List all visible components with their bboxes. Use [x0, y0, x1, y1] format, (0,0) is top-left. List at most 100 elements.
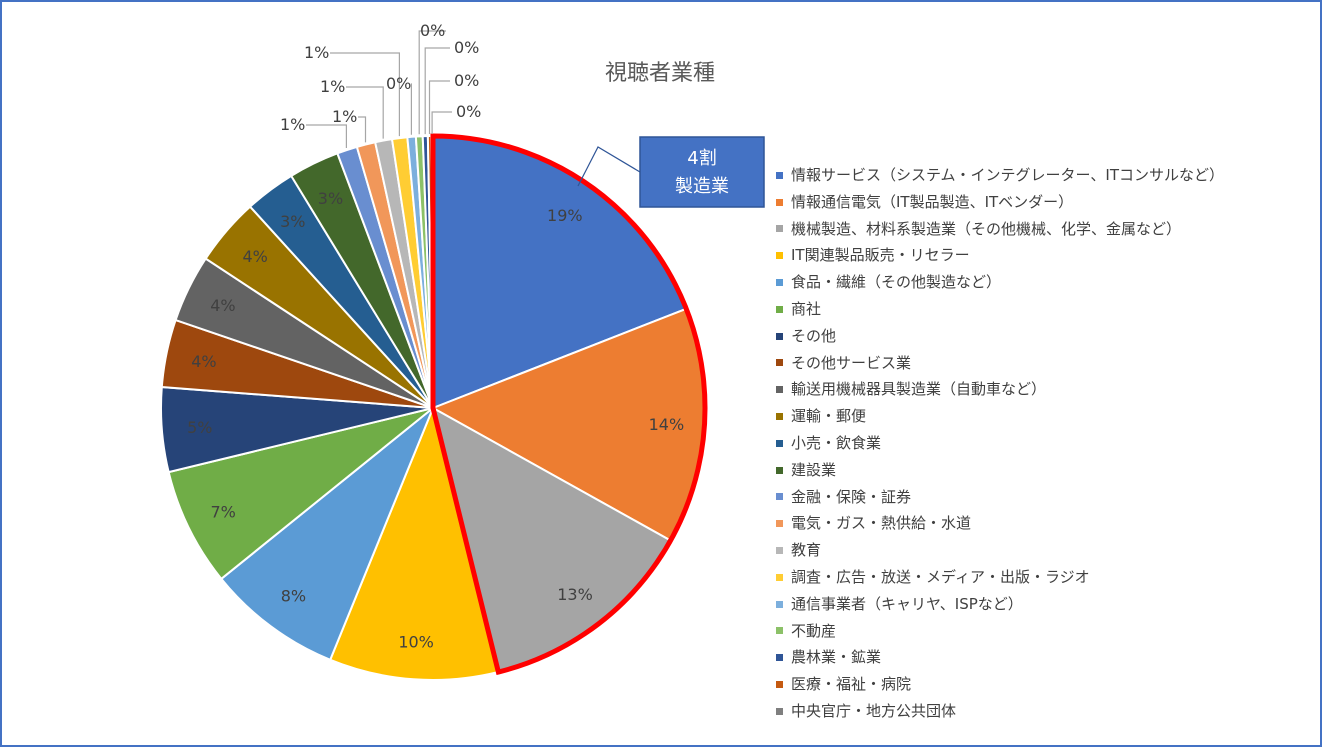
legend-item: 電気・ガス・熱供給・水道: [776, 510, 1224, 537]
callout-box: [639, 136, 765, 208]
legend-item: その他サービス業: [776, 350, 1224, 377]
legend-swatch: [776, 252, 783, 260]
legend: 情報サービス（システム・インテグレーター、ITコンサルなど） 情報通信電気（IT製…: [776, 162, 1224, 725]
slice-label: 0%: [386, 74, 411, 93]
legend-swatch: [776, 681, 783, 689]
legend-label: 小売・飲食業: [791, 433, 882, 452]
slice-label: 10%: [398, 632, 434, 651]
legend-item: 食品・繊維（その他製造など）: [776, 269, 1224, 296]
legend-swatch: [776, 171, 783, 179]
legend-label: 調査・広告・放送・メディア・出版・ラジオ: [791, 567, 1090, 586]
slice-label: 19%: [547, 206, 583, 225]
legend-swatch: [776, 707, 783, 715]
legend-item: 機械製造、材料系製造業（その他機械、化学、金属など）: [776, 216, 1224, 243]
legend-swatch: [776, 493, 783, 501]
legend-swatch: [776, 332, 783, 340]
slice-label: 4%: [243, 247, 268, 266]
legend-label: 輸送用機械器具製造業（自動車など）: [791, 380, 1047, 399]
legend-swatch: [776, 413, 783, 421]
leader-line: [410, 83, 412, 135]
slice-label: 1%: [280, 115, 305, 134]
legend-label: 情報サービス（システム・インテグレーター、ITコンサルなど）: [791, 166, 1224, 184]
legend-item: IT関連製品販売・リセラー: [776, 242, 1224, 269]
slice-label: 7%: [211, 503, 236, 522]
slice-label: 0%: [420, 21, 445, 40]
legend-item: 教育: [776, 537, 1224, 564]
leader-line: [418, 30, 446, 135]
legend-label: 中央官庁・地方公共団体: [791, 701, 957, 720]
leader-line: [346, 86, 384, 139]
leader-line: [431, 111, 452, 134]
pie-slice: [328, 404, 500, 681]
legend-item: 商社: [776, 296, 1224, 323]
legend-label: 運輸・郵便: [791, 407, 867, 426]
leader-line: [358, 116, 367, 143]
highlight-outline: [430, 133, 708, 676]
legend-item: 農林業・鉱業: [776, 644, 1224, 671]
legend-label: 医療・福祉・病院: [791, 675, 912, 694]
legend-label: 教育: [791, 541, 822, 560]
legend-label: 通信事業者（キャリヤ、ISPなど）: [791, 594, 1023, 613]
legend-label: 農林業・鉱業: [791, 648, 882, 667]
legend-swatch: [776, 654, 783, 662]
legend-label: その他サービス業: [791, 353, 912, 372]
legend-swatch: [776, 466, 783, 474]
leader-line: [424, 47, 450, 135]
slice-label: 14%: [649, 415, 685, 434]
legend-swatch: [776, 386, 783, 394]
legend-swatch: [776, 600, 783, 608]
legend-swatch: [776, 573, 783, 581]
leader-line: [306, 124, 347, 148]
slice-label: 0%: [454, 38, 479, 57]
legend-label: 電気・ガス・熱供給・水道: [791, 514, 972, 533]
legend-label: 建設業: [791, 460, 837, 479]
callout-line-1: 4割: [687, 148, 716, 169]
legend-item: 情報サービス（システム・インテグレーター、ITコンサルなど）: [776, 162, 1224, 189]
slice-label: 1%: [332, 107, 357, 126]
legend-item: その他: [776, 323, 1224, 350]
legend-swatch: [776, 279, 783, 287]
legend-label: 不動産: [791, 621, 837, 640]
legend-item: 通信事業者（キャリヤ、ISPなど）: [776, 591, 1224, 618]
leader-line: [330, 52, 400, 137]
slice-label: 5%: [187, 418, 212, 437]
slice-label: 1%: [304, 43, 329, 62]
legend-swatch: [776, 547, 783, 555]
slice-label: 3%: [318, 189, 343, 208]
legend-label: その他: [791, 326, 837, 345]
pie-slice: [167, 407, 434, 581]
legend-label: 食品・繊維（その他製造など）: [791, 273, 1002, 292]
callout-pointer: [577, 146, 641, 187]
legend-item: 運輸・郵便: [776, 403, 1224, 430]
legend-item: 調査・広告・放送・メディア・出版・ラジオ: [776, 564, 1224, 591]
legend-label: 機械製造、材料系製造業（その他機械、化学、金属など）: [791, 219, 1182, 238]
callout-line-2: 製造業: [675, 176, 729, 197]
slice-label: 0%: [456, 102, 481, 121]
legend-swatch: [776, 359, 783, 367]
legend-swatch: [776, 439, 783, 447]
slice-label: 13%: [557, 585, 593, 604]
legend-swatch: [776, 520, 783, 528]
legend-swatch: [776, 627, 783, 635]
slice-label: 8%: [281, 587, 306, 606]
legend-swatch: [776, 225, 783, 233]
legend-label: 商社: [791, 299, 822, 318]
chart-title: 視聴者業種: [605, 61, 715, 86]
slice-label: 0%: [454, 71, 479, 90]
slice-label: 4%: [191, 352, 216, 371]
slice-label: 1%: [320, 77, 345, 96]
legend-label: 情報通信電気（IT製品製造、ITベンダー）: [791, 192, 1074, 211]
slice-label: 3%: [280, 212, 305, 231]
legend-label: 金融・保険・証券: [791, 487, 912, 506]
legend-item: 輸送用機械器具製造業（自動車など）: [776, 376, 1224, 403]
legend-item: 中央官庁・地方公共団体: [776, 698, 1224, 725]
legend-item: 情報通信電気（IT製品製造、ITベンダー）: [776, 189, 1224, 216]
pie-slice: [219, 407, 434, 662]
legend-item: 医療・福祉・病院: [776, 671, 1224, 698]
legend-label: IT関連製品販売・リセラー: [791, 246, 970, 265]
legend-swatch: [776, 198, 783, 206]
callout: 4割 製造業: [577, 136, 765, 208]
legend-item: 小売・飲食業: [776, 430, 1224, 457]
leader-line: [428, 80, 450, 134]
